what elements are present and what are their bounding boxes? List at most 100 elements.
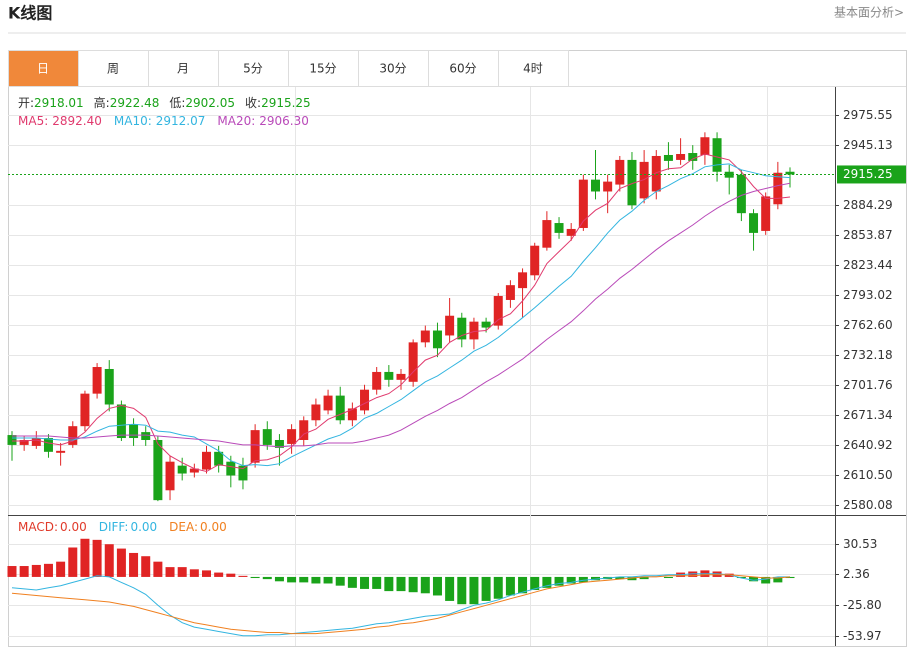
info-value: 2918.01 bbox=[34, 96, 84, 110]
candle-body bbox=[493, 296, 503, 326]
candle-body bbox=[578, 179, 588, 228]
macd-bar bbox=[92, 539, 102, 577]
macd-bar bbox=[238, 575, 248, 577]
y-tick-label: 2671.34 bbox=[843, 408, 893, 422]
tab-label[interactable]: 15分 bbox=[309, 62, 336, 76]
macd-bar bbox=[372, 576, 382, 589]
candle-body bbox=[335, 395, 345, 421]
macd-bar bbox=[226, 573, 236, 577]
ma-legend: MA5: 2892.40 MA10: 2912.07 MA20: 2906.30 bbox=[18, 114, 309, 128]
y-tick-label: 2610.50 bbox=[843, 468, 893, 482]
candle-body bbox=[104, 368, 114, 405]
macd-bar bbox=[141, 556, 151, 577]
macd-bar bbox=[542, 576, 552, 588]
candle-body bbox=[676, 154, 686, 160]
legend-value: 0.00 bbox=[130, 520, 157, 534]
tab-label[interactable]: 4时 bbox=[523, 62, 543, 76]
tab-label[interactable]: 5分 bbox=[243, 62, 263, 76]
macd-bar bbox=[287, 576, 297, 583]
legend-value: 0.00 bbox=[60, 520, 87, 534]
candle-body bbox=[603, 181, 613, 192]
macd-bar bbox=[627, 576, 637, 581]
tab[interactable] bbox=[8, 50, 79, 87]
candle-body bbox=[469, 321, 479, 340]
macd-bar bbox=[214, 572, 224, 577]
legend-name: MA20: bbox=[217, 114, 255, 128]
candle-body bbox=[396, 373, 406, 380]
ma-line bbox=[12, 153, 791, 473]
tab[interactable] bbox=[288, 50, 359, 87]
current-price-label: 2915.25 bbox=[843, 167, 893, 181]
candle-body bbox=[153, 439, 163, 501]
y-tick-label: 2580.08 bbox=[843, 498, 893, 512]
ohlc-info: 开:2918.01 高:2922.48 低:2902.05 收:2915.25 bbox=[18, 95, 311, 110]
y-tick-label: 2793.02 bbox=[843, 288, 893, 302]
y-tick-label: 2823.44 bbox=[843, 258, 893, 272]
macd-bar bbox=[274, 576, 284, 582]
y-tick-label: 2853.87 bbox=[843, 228, 893, 242]
y-tick-label: -25.80 bbox=[843, 598, 882, 612]
candle-body bbox=[56, 450, 66, 453]
tab-label[interactable]: 日 bbox=[37, 62, 49, 76]
candle-body bbox=[189, 468, 199, 473]
macd-line bbox=[11, 574, 791, 635]
macd-bar bbox=[469, 576, 479, 605]
y-tick-label: 2762.60 bbox=[843, 318, 893, 332]
info-value: 2902.05 bbox=[185, 96, 235, 110]
tab[interactable] bbox=[78, 50, 149, 87]
legend-value: 2906.30 bbox=[259, 114, 309, 128]
macd-bar bbox=[457, 576, 467, 605]
info-value: 2915.25 bbox=[261, 96, 311, 110]
macd-bar bbox=[202, 570, 211, 577]
candle-body bbox=[736, 174, 746, 214]
macd-bar bbox=[554, 576, 564, 586]
macd-bar bbox=[7, 566, 17, 577]
macd-bar bbox=[323, 576, 333, 584]
macd-bar bbox=[408, 576, 418, 593]
candle-body bbox=[615, 159, 625, 185]
candle-body bbox=[384, 371, 394, 380]
candle-body bbox=[712, 138, 722, 172]
info-label: 收: bbox=[245, 96, 261, 110]
macd-bar bbox=[761, 576, 771, 584]
candle-body bbox=[627, 159, 637, 206]
candle-body bbox=[347, 408, 357, 421]
candle-body bbox=[323, 395, 333, 411]
macd-legend: MACD: 0.00 DIFF: 0.00 DEA: 0.00 bbox=[18, 520, 227, 534]
tab[interactable] bbox=[148, 50, 219, 87]
tab-label[interactable]: 60分 bbox=[449, 62, 476, 76]
macd-bar bbox=[749, 576, 759, 582]
tab-label[interactable]: 月 bbox=[177, 62, 189, 76]
tab-label[interactable]: 30分 bbox=[379, 62, 406, 76]
macd-bar bbox=[566, 576, 576, 584]
tab-label[interactable]: 周 bbox=[107, 62, 119, 76]
candle-body bbox=[116, 404, 126, 439]
legend-value: 2892.40 bbox=[52, 114, 102, 128]
candle-body bbox=[542, 220, 552, 248]
legend-name: DIFF: bbox=[99, 520, 129, 534]
tab[interactable] bbox=[498, 50, 569, 87]
macd-bar bbox=[80, 538, 90, 577]
candle-body bbox=[68, 426, 78, 445]
current-price-box bbox=[837, 165, 906, 184]
candle-body bbox=[530, 245, 540, 276]
legend-name: DEA: bbox=[169, 520, 198, 534]
macd-bar bbox=[712, 571, 722, 577]
macd-bar bbox=[530, 576, 540, 591]
candle-body bbox=[518, 272, 528, 289]
macd-bar bbox=[639, 576, 649, 580]
legend-value: 0.00 bbox=[200, 520, 227, 534]
candle-body bbox=[165, 461, 175, 491]
macd-bar bbox=[153, 561, 163, 577]
macd-bar bbox=[360, 576, 370, 589]
candle-body bbox=[554, 223, 564, 233]
candle-body bbox=[591, 179, 600, 192]
macd-bar bbox=[578, 576, 588, 583]
info-value: 2922.48 bbox=[110, 96, 160, 110]
macd-line bbox=[11, 573, 790, 637]
analysis-link[interactable]: 基本面分析> bbox=[834, 6, 904, 20]
candle-body bbox=[177, 465, 187, 474]
macd-bar bbox=[116, 548, 126, 577]
candle-body bbox=[80, 393, 90, 427]
macd-bar bbox=[19, 566, 29, 577]
